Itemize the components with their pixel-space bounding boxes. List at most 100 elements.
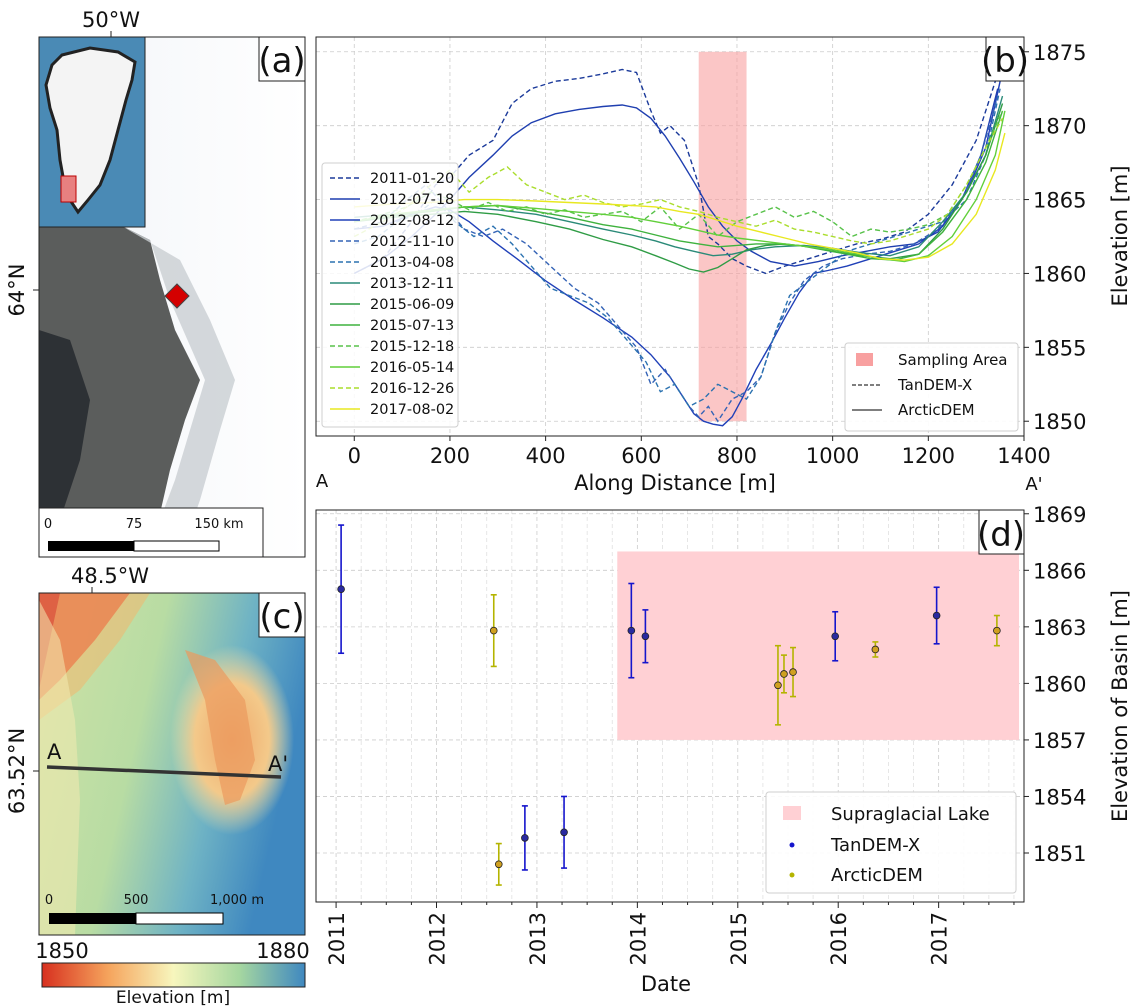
TanDEM-X-point-1 — [521, 834, 529, 842]
profile-start-label: A — [47, 740, 62, 764]
d-xtick-label-4: 2015 — [727, 912, 751, 965]
panel-d-xlabel: Date — [641, 972, 691, 996]
panel-d-ylabel: Elevation of Basin [m] — [1108, 590, 1132, 822]
b-legend-label-0: 2011-01-20 — [370, 171, 454, 187]
supraglacial-lake-region — [617, 551, 1019, 740]
legend-tandem-label: TanDEM-X — [897, 376, 972, 394]
d-ytick-label-1: 1854 — [1033, 785, 1086, 809]
TanDEM-X-point-2 — [560, 828, 568, 837]
b-legend-label-4: 2013-04-08 — [370, 255, 454, 271]
b-legend-label-6: 2015-06-09 — [370, 297, 454, 313]
b-ytick-label-1: 1855 — [1033, 336, 1086, 360]
b-ytick-label-4: 1870 — [1033, 115, 1086, 139]
panel-b-tag-box — [985, 36, 1025, 82]
d-ytick-label-2: 1857 — [1033, 729, 1086, 753]
b-legend-label-8: 2015-12-18 — [370, 339, 454, 355]
panel-d-ticks: 2011 2012 2013 2014 2015 2016 2017 1851 1854 1857… — [325, 503, 1086, 966]
ice-free-land — [39, 225, 200, 557]
dem-basin-core — [185, 650, 255, 805]
b-ytick-label-5: 1875 — [1033, 41, 1086, 65]
panel-c-lat-label: 63.52°N — [5, 728, 29, 814]
b-legend-label-1: 2012-07-18 — [370, 192, 454, 208]
scalebar-c-label-0: 0 — [45, 893, 53, 908]
panel-a: (a) 50°W 64°N 0 75 150 km — [5, 8, 306, 558]
panel-c-lon-label: 48.5°W — [71, 564, 149, 588]
site-marker — [164, 283, 190, 309]
colorbar — [41, 962, 306, 988]
panel-b: 0 200 400 600 800 1000 1200 1400 1850 1855 1860 186… — [315, 36, 1132, 495]
panel-c-tag: (c) — [259, 597, 304, 637]
colorbar-max-label: 1880 — [256, 939, 309, 963]
legend-arctic-label: ArcticDEM — [898, 401, 975, 419]
b-legend-label-7: 2015-07-13 — [370, 318, 454, 334]
colorbar-min-label: 1850 — [35, 939, 88, 963]
legend-right-box — [844, 342, 1019, 432]
panel-c-tag-box — [258, 592, 306, 638]
ArcticDEM-point-6 — [993, 626, 1001, 635]
ice-margin-texture — [120, 225, 235, 557]
scalebar-c-white — [135, 912, 224, 925]
scalebar-c-black — [49, 913, 136, 924]
legend-lake-label: Supraglacial Lake — [831, 804, 990, 825]
b-series-2013-04-08 — [354, 88, 1001, 408]
b-ytick-label-2: 1860 — [1033, 262, 1086, 286]
b-xtick-label-6: 1200 — [902, 444, 955, 468]
b-series-2012-11-10 — [354, 95, 999, 423]
panel-b-start-label: A — [316, 471, 329, 492]
scalebar-c-label-1: 500 — [124, 893, 149, 908]
panel-c: A A' (c) 48.5°W 63.52°N 0 500 1,000 m 18… — [5, 564, 310, 1007]
TanDEM-X-point-0 — [337, 585, 345, 593]
scalebar-a-white — [133, 540, 220, 552]
b-legend-label-5: 2013-12-11 — [370, 276, 454, 292]
ArcticDEM-point-0 — [489, 626, 498, 635]
panel-b-lines — [353, 68, 1006, 427]
panel-d-frame — [315, 509, 1025, 903]
inset-frame — [38, 36, 146, 228]
b-legend-label-2: 2012-08-12 — [370, 213, 454, 229]
panel-d-tag-box — [978, 509, 1025, 555]
scalebar-a-black — [48, 541, 134, 551]
panel-a-lat-label: 64°N — [5, 264, 29, 317]
b-xtick-label-7: 1400 — [997, 444, 1050, 468]
b-xtick-label-4: 800 — [717, 444, 757, 468]
d-xtick-label-2: 2013 — [526, 912, 550, 965]
d-xtick-label-5: 2016 — [827, 912, 851, 965]
legend-sampling-swatch — [856, 353, 873, 366]
b-series-2012-08-12 — [354, 81, 1001, 427]
d-xtick-label-6: 2017 — [928, 912, 952, 965]
panel-b-legend-right: Sampling Area TanDEM-X ArcticDEM — [844, 342, 1019, 432]
ArcticDEM-point-1 — [494, 860, 503, 869]
panel-b-ticks: 0 200 400 600 800 1000 1200 1400 1850 1855 1860 186… — [348, 41, 1087, 468]
ocean-shadow — [39, 330, 90, 557]
panel-b-legend-left: 2011-01-20 2012-07-18 2012-08-12 2012-11-10… — [321, 162, 459, 428]
scalebar-a-label-1: 75 — [126, 517, 143, 532]
TanDEM-X-point-4 — [641, 632, 650, 641]
legend-arctic-dot — [789, 872, 795, 878]
b-series-2017-08-02 — [354, 132, 1006, 261]
scalebar-c-label-2: 1,000 m — [210, 893, 264, 908]
d-ytick-label-6: 1869 — [1033, 503, 1086, 527]
b-xtick-label-1: 200 — [430, 444, 470, 468]
legend-left-box — [321, 162, 459, 428]
d-xtick-label-0: 2011 — [325, 912, 349, 965]
b-series-2013-12-11 — [354, 95, 1004, 257]
TanDEM-X-point-3 — [627, 626, 636, 635]
legend-tandem-dot — [789, 842, 795, 848]
greenland-outline — [44, 46, 137, 215]
ArcticDEM-point-4 — [789, 668, 797, 676]
b-series-2012-07-18 — [353, 88, 999, 275]
panel-d: 2011 2012 2013 2014 2015 2016 2017 1851 1854 1857… — [315, 503, 1132, 996]
scalebar-a-label-0: 0 — [44, 517, 52, 532]
panel-d-tag: (d) — [977, 515, 1025, 555]
legend-arctic-label-d: ArcticDEM — [831, 865, 923, 886]
legend-tandem-label-d: TanDEM-X — [830, 835, 920, 856]
ArcticDEM-point-5 — [871, 645, 880, 654]
legend-sampling-label: Sampling Area — [898, 351, 1008, 369]
scalebar-a-label-2: 150 km — [194, 517, 243, 532]
b-legend-label-9: 2016-05-14 — [370, 360, 454, 376]
b-series-2016-05-14 — [354, 110, 1006, 263]
b-series-2016-12-26 — [353, 117, 1004, 245]
ArcticDEM-point-2 — [774, 681, 782, 690]
panel-b-end-label: A' — [1025, 474, 1042, 495]
